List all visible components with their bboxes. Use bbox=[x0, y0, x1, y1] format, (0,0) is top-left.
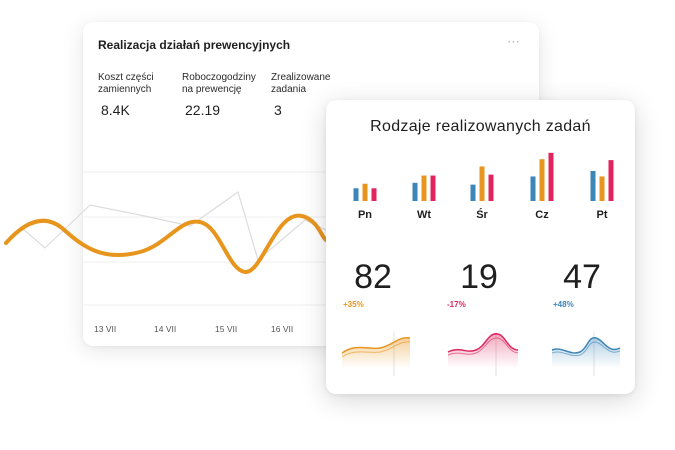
bar-Pn-seria-2 bbox=[362, 183, 368, 201]
bar-Pt-seria-2 bbox=[599, 176, 605, 201]
bar-Pt-seria-1 bbox=[590, 171, 596, 201]
more-options-icon[interactable]: ⋯ bbox=[507, 34, 521, 49]
day-label-sr: Śr bbox=[476, 209, 488, 221]
stat-value-1: 82 bbox=[354, 258, 392, 296]
bar-Śr-seria-3 bbox=[488, 174, 494, 201]
back-chart-grid bbox=[83, 171, 326, 306]
sparkline-orange bbox=[341, 332, 411, 376]
bar-Pt-seria-3 bbox=[608, 160, 614, 201]
bar-Śr-seria-1 bbox=[470, 184, 476, 201]
bar-Cz-seria-3 bbox=[548, 152, 554, 201]
stat-change-1: +35% bbox=[343, 300, 364, 309]
task-types-card: Rodzaje realizowanych zadań Pn Wt Śr Cz … bbox=[326, 100, 635, 394]
task-types-bar-chart bbox=[353, 152, 614, 201]
metric-label: Roboczogodziny na prewencję bbox=[182, 72, 256, 95]
bar-Cz-seria-2 bbox=[539, 159, 545, 201]
bar-Wt-seria-1 bbox=[412, 182, 418, 201]
stat-value-2: 19 bbox=[460, 258, 498, 296]
date-label: 16 VII bbox=[271, 324, 294, 334]
metric-value: 3 bbox=[274, 102, 282, 118]
stat-change-3: +48% bbox=[553, 300, 574, 309]
stat-value-3: 47 bbox=[563, 258, 601, 296]
metric-label: Koszt części zamiennych bbox=[98, 72, 154, 95]
sparkline-pink bbox=[447, 332, 519, 376]
metric-man-hours: Roboczogodziny na prewencję 22.19 bbox=[182, 72, 256, 118]
day-label-cz: Cz bbox=[535, 209, 549, 221]
bar-Pn-seria-1 bbox=[353, 188, 359, 201]
stat-change-2: -17% bbox=[447, 300, 466, 309]
metric-spare-parts: Koszt części zamiennych 8.4K bbox=[98, 72, 154, 118]
sparklines bbox=[341, 332, 621, 376]
bar-Wt-seria-3 bbox=[430, 175, 436, 201]
primary-trend-line bbox=[4, 213, 328, 274]
bar-Cz-seria-1 bbox=[530, 176, 536, 201]
bar-Pn-seria-3 bbox=[371, 188, 377, 201]
metric-value: 22.19 bbox=[185, 102, 221, 118]
metric-label: Zrealizowane zadania bbox=[271, 72, 331, 95]
day-label-pt: Pt bbox=[596, 209, 608, 221]
bar-Śr-seria-2 bbox=[479, 166, 485, 201]
task-types-title: Rodzaje realizowanych zadań bbox=[370, 118, 591, 135]
date-label: 15 VII bbox=[215, 324, 238, 334]
day-label-pn: Pn bbox=[357, 209, 373, 221]
day-label-wt: Wt bbox=[416, 209, 432, 221]
date-label: 14 VII bbox=[154, 324, 177, 334]
sparkline-blue bbox=[551, 332, 621, 376]
metric-value: 8.4K bbox=[101, 102, 130, 118]
date-label: 13 VII bbox=[94, 324, 117, 334]
metric-tasks-done: Zrealizowane zadania 3 bbox=[271, 72, 330, 118]
bar-Wt-seria-2 bbox=[421, 175, 427, 201]
secondary-trend-line bbox=[21, 191, 327, 262]
prevention-card-title: Realizacja działań prewencyjnych bbox=[98, 38, 291, 52]
